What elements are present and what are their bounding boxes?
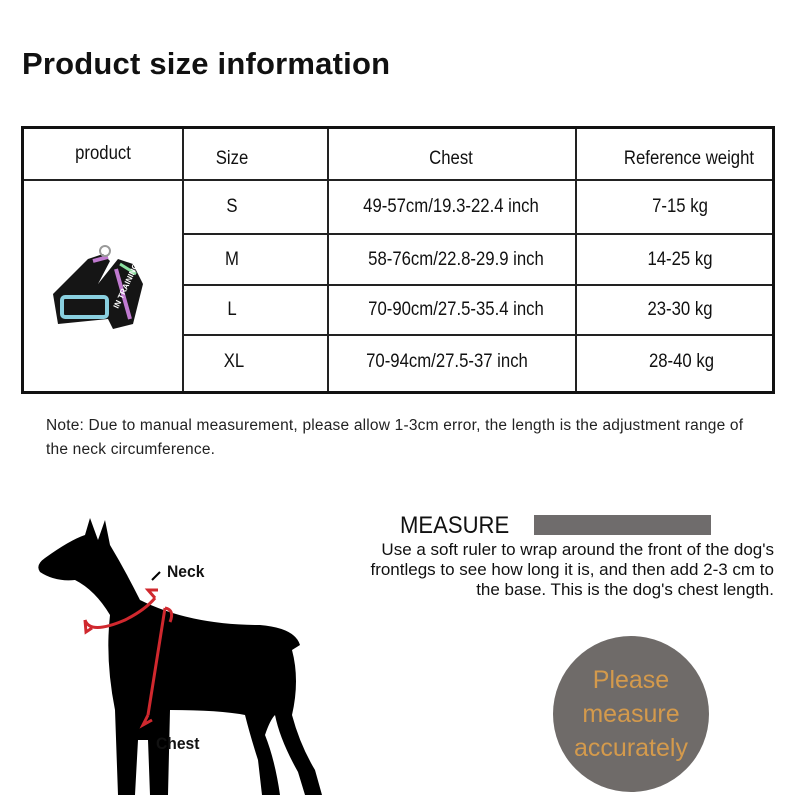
- please-measure-badge: Please measure accurately: [553, 636, 709, 792]
- size-cell: S: [226, 196, 238, 217]
- chest-label: Chest: [156, 734, 200, 753]
- badge-line: accurately: [574, 734, 688, 762]
- chest-cell: 70-90cm/27.5-35.4 inch: [368, 299, 544, 320]
- badge-line: Please: [592, 666, 670, 694]
- dog-silhouette: [38, 518, 322, 795]
- size-cell: L: [227, 299, 237, 320]
- chest-cell: 58-76cm/22.8-29.9 inch: [368, 248, 544, 270]
- header-weight: Reference weight: [623, 148, 755, 169]
- dog-measure-diagram: [38, 518, 322, 795]
- neck-label: Neck: [167, 562, 205, 581]
- size-cell: XL: [223, 351, 245, 372]
- header-size: Size: [215, 148, 249, 169]
- measure-heading-bar: [534, 515, 711, 535]
- header-chest: Chest: [429, 148, 473, 169]
- harness-product-image: IN TRAINING: [53, 245, 143, 329]
- weight-cell: 28-40 kg: [648, 351, 715, 372]
- measure-instructions: Use a soft ruler to wrap around the fron…: [370, 540, 774, 599]
- chest-cell: 49-57cm/19.3-22.4 inch: [363, 196, 539, 217]
- measurement-note: Note: Due to manual measurement, please …: [46, 417, 744, 458]
- measure-heading: MEASURE: [400, 512, 510, 539]
- size-table: product Size Chest Reference weight S 49…: [21, 126, 775, 394]
- size-cell: M: [225, 248, 239, 270]
- chest-cell: 70-94cm/27.5-37 inch: [366, 351, 528, 372]
- badge-line: measure: [582, 700, 680, 728]
- weight-cell: 23-30 kg: [647, 299, 713, 320]
- header-product: product: [75, 143, 131, 164]
- weight-cell: 7-15 kg: [652, 196, 708, 217]
- page-title: Product size information: [22, 46, 391, 81]
- weight-cell: 14-25 kg: [647, 248, 713, 270]
